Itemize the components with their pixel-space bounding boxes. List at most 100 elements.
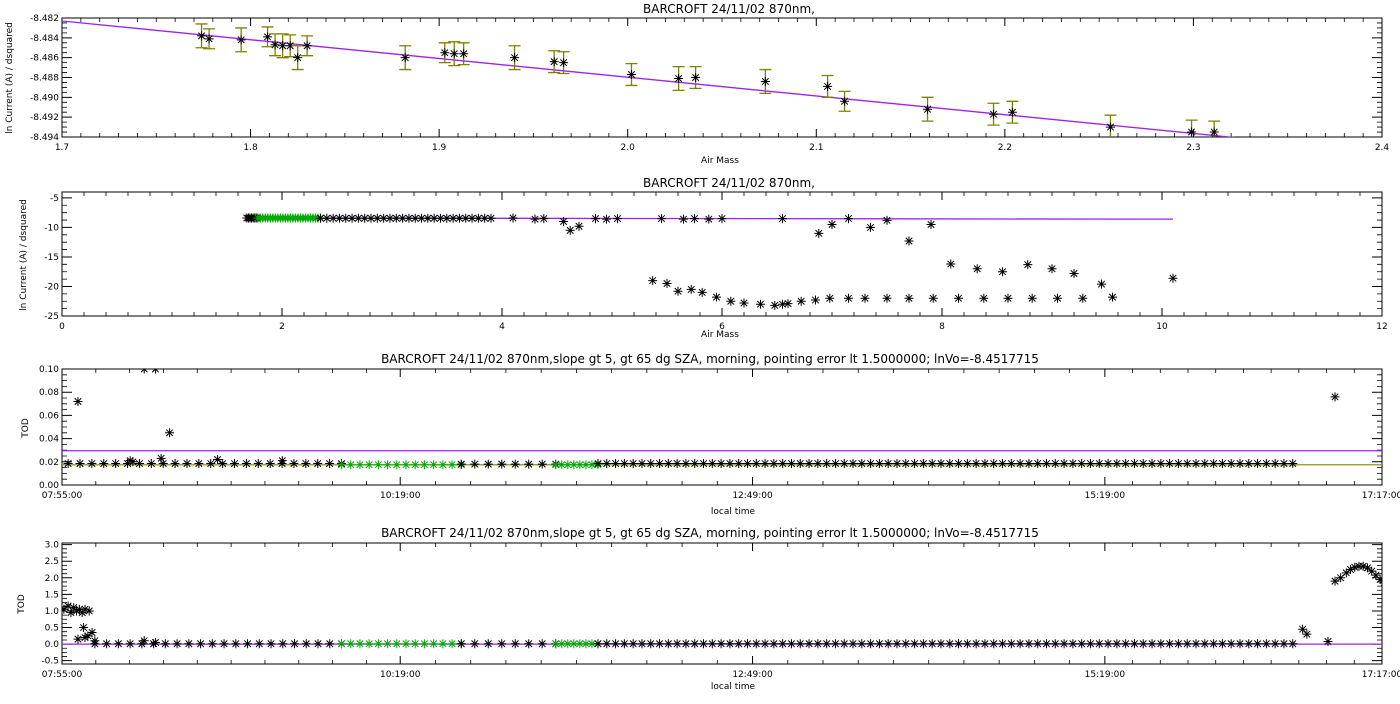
data-point	[1253, 639, 1263, 649]
data-point	[410, 213, 420, 223]
x-tick-label: 0	[59, 322, 65, 332]
data-point	[1138, 639, 1148, 649]
data-point	[73, 634, 83, 644]
data-point	[844, 214, 853, 224]
data-point	[537, 459, 547, 469]
data-point	[206, 459, 216, 469]
data-point	[172, 639, 182, 649]
data-point	[795, 459, 805, 469]
data-point	[602, 459, 612, 469]
x-tick-label: 6	[719, 322, 725, 332]
data-point	[1209, 639, 1219, 649]
data-point	[486, 213, 496, 223]
data-point	[734, 639, 744, 649]
data-point	[1033, 639, 1043, 649]
data-point	[1384, 582, 1393, 591]
data-point	[796, 296, 806, 306]
data-point	[1085, 459, 1095, 469]
data-point	[1173, 459, 1183, 469]
accepted-point	[438, 639, 448, 649]
data-point	[184, 639, 194, 649]
accepted-point	[383, 460, 393, 470]
data-point	[212, 454, 222, 464]
x-tick-label: 2.0	[621, 143, 636, 153]
data-point	[111, 459, 121, 469]
data-point	[839, 639, 849, 649]
data-point	[1235, 639, 1245, 649]
data-point	[253, 459, 263, 469]
data-point	[786, 639, 796, 649]
y-tick-label: -15	[44, 253, 59, 263]
x-tick-label: 15:19:00	[1085, 670, 1126, 680]
data-point	[998, 267, 1007, 277]
data-point	[648, 276, 658, 286]
data-point	[1069, 268, 1079, 278]
data-point	[883, 459, 893, 469]
data-point	[1007, 107, 1017, 117]
data-point	[266, 639, 276, 649]
data-point	[822, 459, 832, 469]
data-point	[301, 639, 311, 649]
data-point	[182, 459, 192, 469]
accepted-point	[346, 460, 356, 470]
data-point	[270, 40, 280, 50]
data-point	[1077, 459, 1087, 469]
data-point	[456, 459, 466, 469]
accepted-point	[392, 460, 402, 470]
data-point	[125, 456, 135, 466]
accepted-point	[569, 639, 579, 649]
data-point	[524, 459, 534, 469]
data-point	[813, 459, 823, 469]
x-tick-label: 10:19:00	[380, 491, 421, 501]
data-point	[874, 459, 884, 469]
data-point	[1279, 639, 1289, 649]
data-point	[1182, 639, 1192, 649]
data-point	[1121, 639, 1131, 649]
data-point	[936, 459, 946, 469]
accepted-point	[410, 639, 420, 649]
data-point	[927, 639, 937, 649]
data-point	[1129, 459, 1139, 469]
data-point	[1015, 639, 1025, 649]
data-point	[716, 459, 726, 469]
data-point	[1235, 459, 1245, 469]
accepted-point	[419, 639, 429, 649]
data-point	[497, 459, 507, 469]
data-point	[1147, 459, 1157, 469]
data-point	[160, 639, 170, 649]
data-point	[322, 213, 332, 223]
data-point	[1129, 639, 1139, 649]
data-point	[483, 639, 493, 649]
y-tick-label: 2.5	[45, 557, 59, 567]
data-point	[619, 459, 629, 469]
data-point	[341, 213, 351, 223]
data-point	[646, 459, 656, 469]
data-point	[945, 459, 955, 469]
data-point	[1097, 279, 1106, 289]
data-point	[158, 459, 168, 469]
data-point	[302, 41, 312, 51]
accepted-point	[447, 639, 457, 649]
data-point	[1047, 264, 1057, 274]
data-point	[379, 213, 389, 223]
data-point	[1094, 459, 1104, 469]
data-point	[593, 459, 603, 469]
plot-frame	[61, 17, 1383, 138]
data-point	[954, 639, 964, 649]
data-point	[1173, 639, 1183, 649]
accepted-point	[575, 639, 585, 649]
data-point	[726, 296, 736, 306]
data-point	[690, 214, 699, 224]
data-point	[1191, 459, 1201, 469]
y-tick-label: 2.0	[45, 574, 60, 584]
data-point	[739, 298, 749, 308]
panel-4-ylabel: TOD	[17, 594, 27, 615]
data-point	[80, 632, 90, 642]
data-point	[80, 604, 90, 614]
data-point	[219, 639, 229, 649]
accepted-point	[587, 460, 597, 470]
data-point	[1182, 459, 1192, 469]
plot-area	[62, 20, 1236, 137]
data-point	[400, 53, 410, 63]
data-point	[72, 606, 82, 616]
